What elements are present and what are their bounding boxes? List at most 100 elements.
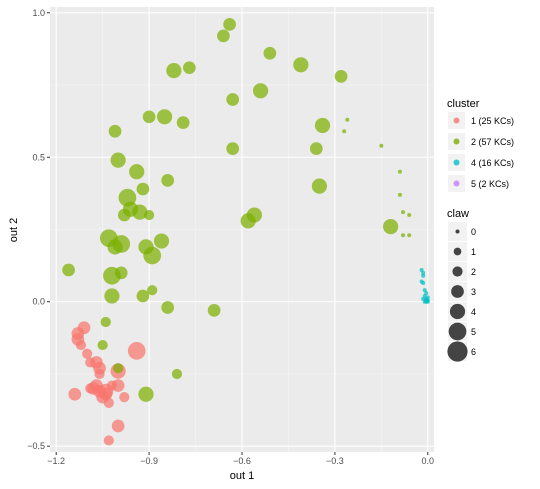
legend-cluster-label: 2 (57 KCs): [471, 137, 514, 147]
x-tick-label: −0.3: [326, 456, 344, 466]
x-tick-label: −0.9: [140, 456, 158, 466]
data-point: [111, 379, 125, 392]
data-point: [110, 152, 126, 168]
legend-claw: claw 0 1 2 3 4 5 6: [447, 208, 476, 362]
legend-cluster: cluster 1 (25 KCs) 2 (57 KCs) 4 (16 KCs) 5 …: [447, 98, 514, 192]
data-point: [401, 233, 406, 238]
data-point: [226, 93, 240, 106]
y-tick-label: 0.5: [32, 152, 45, 162]
data-point: [147, 285, 158, 296]
data-point: [161, 174, 175, 187]
points-layer: [62, 17, 430, 446]
legend-cluster-label: 5 (2 KCs): [471, 179, 509, 189]
legend-size-swatch: [452, 266, 463, 277]
data-point: [68, 387, 82, 401]
data-point: [75, 339, 87, 351]
data-point: [82, 348, 93, 359]
data-point: [143, 246, 162, 265]
data-point: [421, 270, 426, 275]
data-point: [421, 280, 426, 285]
legend-key-swatch: [453, 138, 460, 145]
data-point: [108, 124, 122, 138]
data-point: [217, 29, 230, 43]
data-point: [113, 363, 124, 374]
y-tick-label: −0.5: [27, 441, 45, 451]
data-point: [342, 129, 347, 134]
data-point: [111, 419, 125, 433]
legend-size-swatch: [453, 247, 462, 256]
x-tick-label: −0.6: [233, 456, 251, 466]
data-point: [309, 142, 323, 155]
data-point: [85, 357, 96, 368]
data-point: [153, 233, 170, 249]
data-point: [424, 299, 429, 304]
data-point: [252, 83, 269, 99]
legend-size-swatch: [449, 303, 466, 320]
legend-claw-label: 6: [471, 347, 476, 357]
data-point: [425, 295, 430, 300]
legend-claw-label: 5: [471, 327, 476, 337]
legend-cluster-label: 1 (25 KCs): [471, 116, 514, 126]
legend-key-swatch: [453, 159, 460, 166]
legend-claw-label: 4: [471, 307, 476, 317]
data-point: [401, 210, 406, 215]
data-point: [407, 213, 412, 218]
x-tick-label: 0.0: [422, 456, 435, 466]
x-axis: −1.2 −0.9 −0.6 −0.3 0.0: [47, 452, 434, 466]
data-point: [397, 192, 402, 197]
data-point: [144, 209, 155, 221]
legend-claw-label: 3: [471, 287, 476, 297]
data-point: [156, 109, 173, 125]
data-point: [138, 386, 154, 402]
legend-size-swatch: [455, 229, 460, 234]
data-point: [97, 339, 108, 351]
data-point: [119, 392, 130, 403]
x-axis-title: out 1: [230, 470, 254, 482]
legend-size-swatch: [447, 341, 468, 362]
data-point: [136, 182, 150, 196]
y-tick-label: 1.0: [32, 8, 45, 18]
data-point: [166, 62, 182, 79]
legend-claw-label: 2: [471, 267, 476, 277]
legend-key-swatch: [453, 180, 460, 187]
legend-claw-title: claw: [447, 208, 469, 220]
data-point: [104, 288, 120, 304]
data-point: [129, 164, 145, 180]
data-point: [103, 397, 114, 408]
data-point: [407, 233, 412, 238]
data-point: [183, 61, 196, 75]
data-point: [118, 188, 137, 207]
data-point: [107, 239, 123, 255]
y-axis-title: out 2: [8, 218, 20, 242]
legend-claw-label: 1: [471, 247, 476, 257]
y-axis: −0.5 0.0 0.5 1.0: [27, 8, 50, 451]
data-point: [246, 207, 262, 223]
data-point: [103, 435, 114, 446]
legend-cluster-title: cluster: [447, 98, 480, 110]
data-point: [142, 110, 156, 124]
data-point: [176, 116, 190, 129]
data-point: [223, 17, 236, 31]
legend-key-swatch: [453, 117, 460, 124]
data-point: [314, 117, 331, 134]
data-point: [421, 273, 426, 278]
legend-claw-label: 0: [471, 227, 476, 237]
data-point: [397, 169, 402, 174]
data-point: [226, 142, 240, 155]
data-point: [62, 263, 75, 277]
data-point: [85, 383, 96, 394]
data-point: [127, 342, 146, 360]
data-point: [114, 266, 128, 280]
data-point: [263, 46, 277, 60]
y-tick-label: 0.0: [32, 297, 45, 307]
data-point: [100, 316, 111, 328]
data-point: [94, 368, 105, 380]
data-point: [171, 368, 183, 380]
data-point: [311, 178, 328, 194]
data-point: [334, 70, 348, 83]
data-point: [117, 208, 131, 222]
data-point: [383, 219, 399, 235]
grid-major: [50, 7, 434, 452]
data-point: [161, 301, 175, 314]
